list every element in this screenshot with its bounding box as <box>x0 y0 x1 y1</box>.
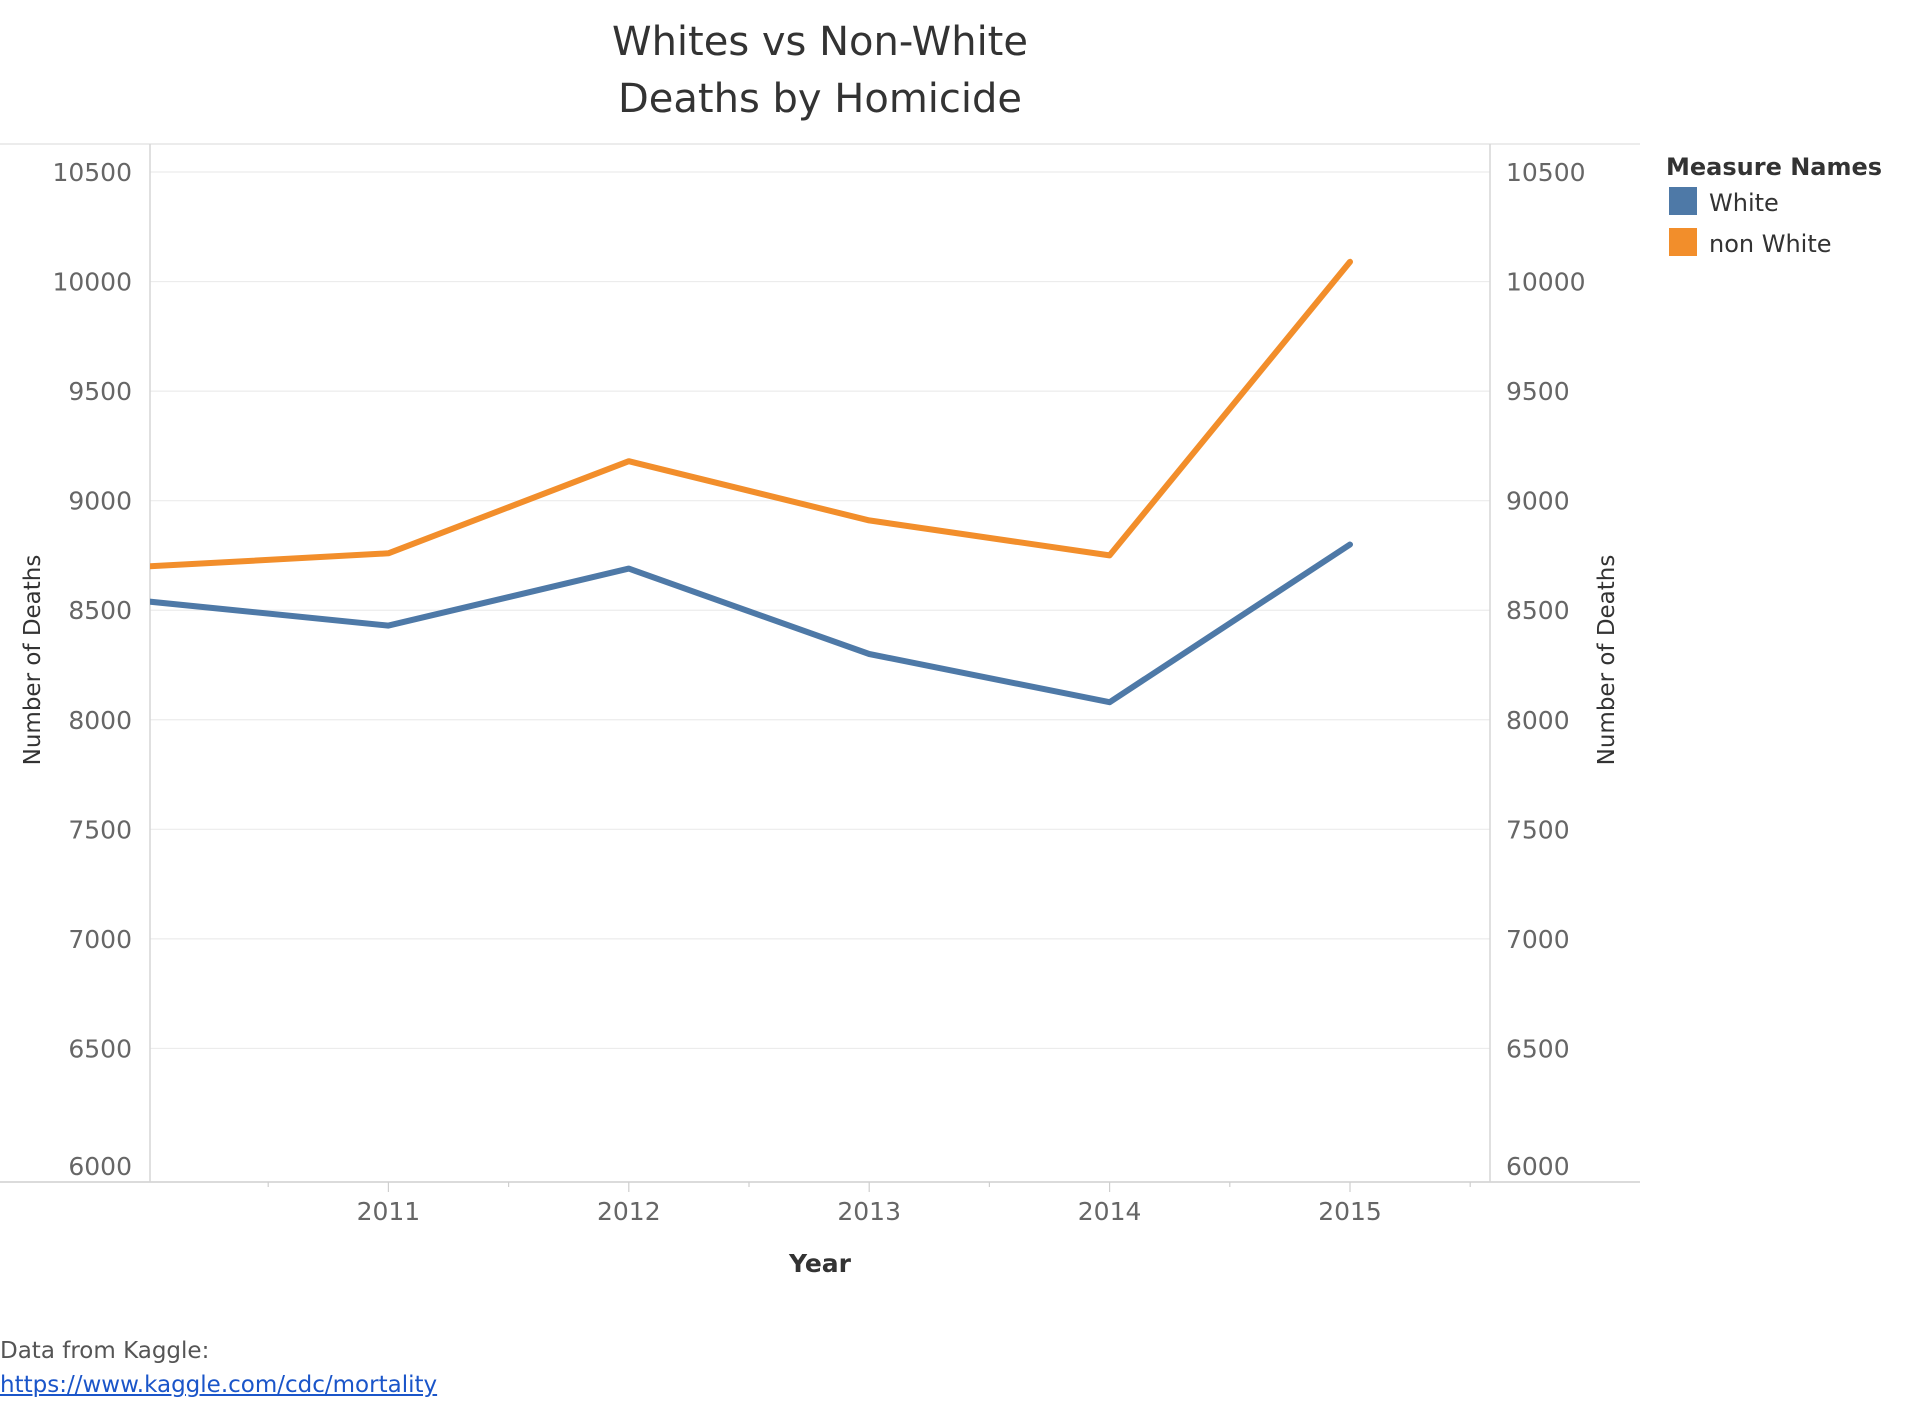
grid-lines <box>150 171 1490 1050</box>
y-tick-label-left: 9500 <box>68 377 132 406</box>
y-tick-label-right: 7000 <box>1506 925 1570 954</box>
y-tick-label-left: 7000 <box>68 925 132 954</box>
y-tick-label-left: 9000 <box>68 487 132 516</box>
y-tick-label-right: 10000 <box>1506 268 1586 297</box>
series-line-white <box>150 541 1353 706</box>
y-tick-label-left: 10000 <box>52 268 132 297</box>
y-axis-right: 10500 10000 9500 9000 8500 8000 7500 7000 6500 60… <box>1506 158 1586 1181</box>
legend-swatch-white <box>1669 187 1697 215</box>
y-tick-label-left: 10500 <box>52 158 132 187</box>
series-line-non-white <box>150 258 1353 570</box>
y-tick-label-left: 8500 <box>68 596 132 625</box>
y-tick-label-right: 6000 <box>1506 1152 1570 1181</box>
y-tick-label-left: 7500 <box>68 815 132 844</box>
x-tick-label: 2015 <box>1318 1197 1382 1226</box>
source-link[interactable]: https://www.kaggle.com/cdc/mortality <box>0 1372 438 1398</box>
legend-label-white: White <box>1709 189 1779 217</box>
x-tick-label: 2011 <box>357 1197 421 1226</box>
x-tick-label: 2014 <box>1078 1197 1142 1226</box>
legend-label-non-white: non White <box>1709 230 1832 258</box>
x-tick-label: 2012 <box>597 1197 661 1226</box>
y-tick-label-right: 10500 <box>1506 158 1586 187</box>
y-tick-label-right: 9500 <box>1506 377 1570 406</box>
series-lines <box>150 258 1353 706</box>
source-label: Data from Kaggle: <box>0 1338 210 1364</box>
y-tick-label-right: 8500 <box>1506 596 1570 625</box>
x-tick-label: 2013 <box>837 1197 901 1226</box>
x-axis: 2011 2012 2013 2014 2015 <box>267 1182 1471 1226</box>
y-tick-label-right: 9000 <box>1506 487 1570 516</box>
y-axis-title-left: Number of Deaths <box>20 555 46 766</box>
legend-title: Measure Names <box>1666 153 1882 181</box>
y-tick-label-left: 6000 <box>68 1152 132 1181</box>
y-axis-title-right: Number of Deaths <box>1594 555 1620 766</box>
y-tick-label-right: 7500 <box>1506 815 1570 844</box>
chart-title-line-2: Deaths by Homicide <box>618 76 1022 122</box>
y-tick-label-left: 8000 <box>68 706 132 735</box>
plot-frame <box>0 143 1640 1183</box>
legend-swatch-non-white <box>1669 228 1697 256</box>
y-tick-label-left: 6500 <box>68 1034 132 1063</box>
y-tick-label-right: 6500 <box>1506 1034 1570 1063</box>
chart-title-line-1: Whites vs Non-White <box>612 19 1028 65</box>
y-tick-label-right: 8000 <box>1506 706 1570 735</box>
y-axis-left: 10500 10000 9500 9000 8500 8000 7500 7000 6500 60… <box>52 158 132 1181</box>
legend: Measure Names White non White <box>1666 153 1882 258</box>
x-axis-title: Year <box>788 1249 852 1278</box>
